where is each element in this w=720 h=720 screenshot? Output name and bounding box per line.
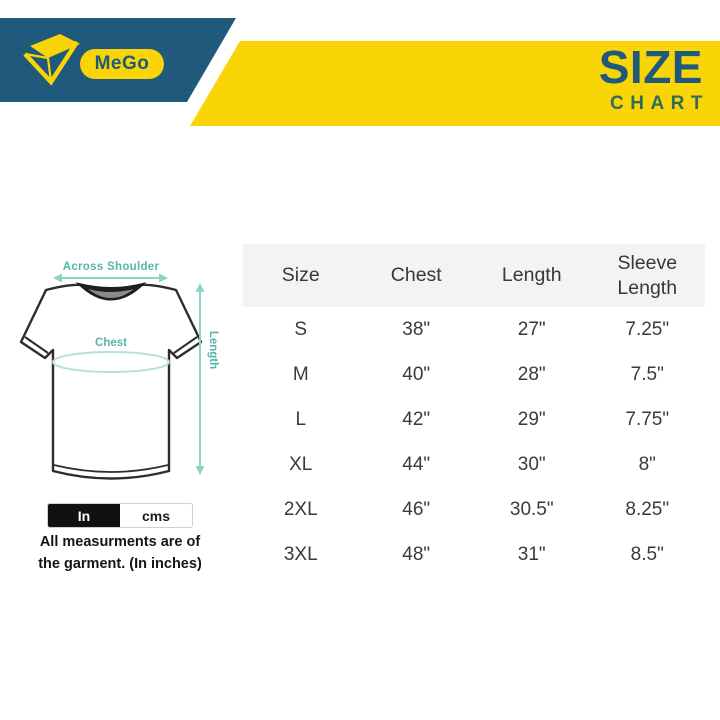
table-row: XL 44" 30" 8" <box>243 442 705 487</box>
col-header-size: Size <box>281 264 320 287</box>
chest-value: 38" <box>402 318 431 340</box>
title-chart: CHART <box>610 93 709 114</box>
size-value: 3XL <box>283 543 318 565</box>
table-row: 2XL 46" 30.5" 8.25" <box>243 487 705 532</box>
tshirt-measurement-diagram: Across Shoulder Chest Length <box>19 261 219 480</box>
tshirt-outline <box>19 282 203 480</box>
sleeve-value: 8.5" <box>630 543 664 565</box>
col-header-sleeve-length: Sleeve Length <box>617 252 678 299</box>
chest-label: Chest <box>95 337 127 349</box>
sleeve-value: 7.5" <box>630 363 664 385</box>
across-shoulder-label: Across Shoulder <box>63 261 160 273</box>
sleeve-value: 7.75" <box>625 408 670 430</box>
length-value: 30" <box>517 453 546 475</box>
header-yellow-band <box>190 41 720 126</box>
mego-envelope-icon <box>23 34 80 86</box>
chest-value: 42" <box>402 408 431 430</box>
chest-value: 40" <box>402 363 431 385</box>
length-value: 30.5" <box>509 498 554 520</box>
table-row: S 38" 27" 7.25" <box>243 307 705 352</box>
length-value: 29" <box>517 408 546 430</box>
sleeve-value: 8" <box>638 453 656 475</box>
length-value: 28" <box>517 363 546 385</box>
across-shoulder-arrow <box>53 273 168 283</box>
measurement-caption: All measurments are of the garment. (In … <box>10 531 230 575</box>
length-value: 31" <box>517 543 546 565</box>
unit-inches-label: In <box>77 507 91 524</box>
chest-value: 44" <box>402 453 431 475</box>
chest-ellipse <box>52 351 170 373</box>
col-header-length: Length <box>501 264 562 287</box>
size-value: S <box>294 318 308 340</box>
title-size: SIZE <box>598 41 703 93</box>
length-value: 27" <box>517 318 546 340</box>
table-row: L 42" 29" 7.75" <box>243 397 705 442</box>
size-table: Size Chest Length Sleeve Length S 38" 27… <box>243 244 705 577</box>
table-row: 3XL 48" 31" 8.5" <box>243 532 705 577</box>
sleeve-value: 8.25" <box>625 498 670 520</box>
unit-inches-button[interactable]: In <box>48 504 120 527</box>
sleeve-value: 7.25" <box>625 318 670 340</box>
size-value: 2XL <box>283 498 318 520</box>
chest-value: 48" <box>402 543 431 565</box>
size-value: L <box>295 408 307 430</box>
size-table-header: Size Chest Length Sleeve Length <box>243 244 705 307</box>
length-label: Length <box>207 331 219 369</box>
mego-logo-wordmark: MeGo <box>80 49 164 79</box>
size-value: M <box>292 363 309 385</box>
unit-toggle[interactable]: In cms <box>47 503 193 528</box>
caption-line-1: All measurments are of <box>39 534 201 550</box>
length-arrow <box>195 283 205 475</box>
page-title: SIZE CHART <box>599 44 703 115</box>
unit-cms-button[interactable]: cms <box>120 504 192 527</box>
caption-line-2: the garment. (In inches) <box>38 556 202 572</box>
size-value: XL <box>289 453 313 475</box>
col-header-chest: Chest <box>390 264 442 287</box>
unit-cms-label: cms <box>141 507 171 524</box>
chest-value: 46" <box>402 498 431 520</box>
tshirt-collar <box>75 282 147 301</box>
table-row: M 40" 28" 7.5" <box>243 352 705 397</box>
logo-text: MeGo <box>94 53 150 74</box>
